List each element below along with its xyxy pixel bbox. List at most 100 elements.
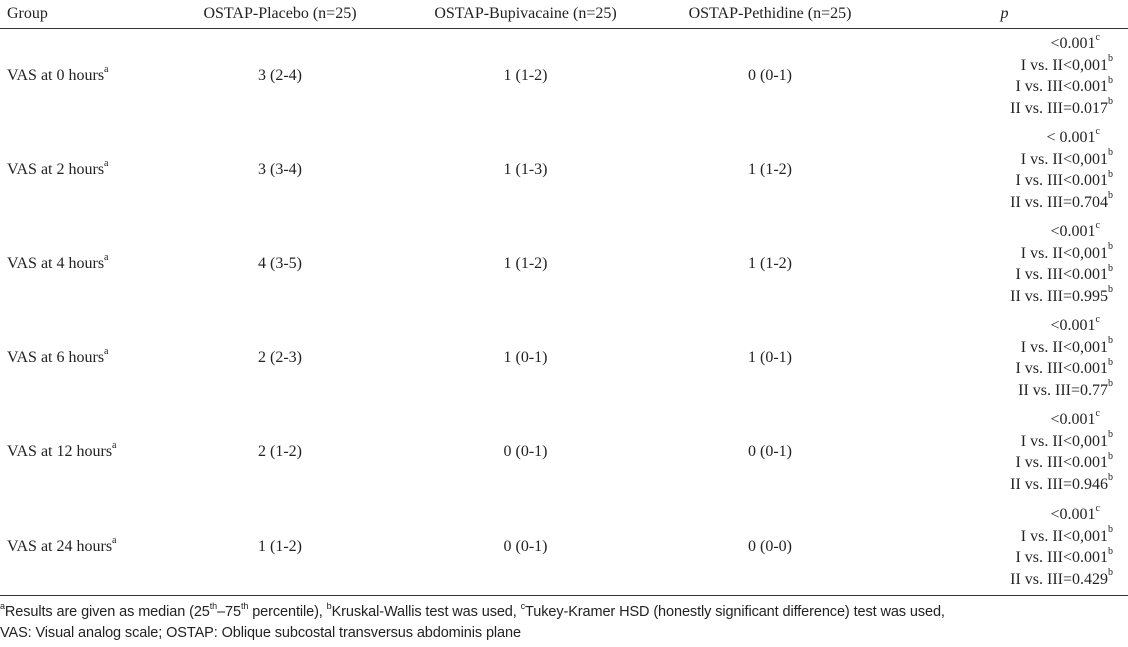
p-value-line: I vs. III<0.001b	[885, 262, 1113, 286]
p-value-sup: b	[1108, 74, 1113, 86]
p-value-sup: b	[1108, 567, 1113, 579]
table-header-row: Group OSTAP-Placebo (n=25) OSTAP-Bupivac…	[0, 0, 1128, 29]
p-value-sup: b	[1108, 262, 1113, 274]
row-label: VAS at 0 hoursa	[0, 29, 168, 124]
cell-p-value: <0.001c I vs. II<0,001b I vs. III<0.001b II…	[881, 499, 1128, 596]
p-value-line: I vs. III<0.001b	[885, 450, 1113, 474]
table-row: VAS at 0 hoursa 3 (2-4) 1 (1-2) 0 (0-1) <0.0…	[0, 29, 1128, 124]
p-value-line: <0.001c	[885, 408, 1113, 431]
p-value-sup: b	[1108, 356, 1113, 368]
cell-bupivacaine: 0 (0-1)	[392, 499, 659, 596]
footnote-line-1: aResults are given as median (25th–75th …	[0, 602, 1128, 623]
cell-pethidine: 0 (0-1)	[748, 443, 792, 460]
p-value-line: II vs. III=0.77b	[885, 379, 1113, 402]
cell-placebo: 1 (1-2)	[168, 499, 392, 596]
p-value-sup: c	[1095, 313, 1100, 325]
footnote-c-text: Tukey-Kramer HSD (honestly significant d…	[525, 604, 945, 620]
p-value-sup: b	[1108, 524, 1113, 536]
p-value-line: <0.001c	[885, 219, 1113, 243]
p-value-text: <0.001	[1050, 223, 1096, 240]
table-row: VAS at 24 hoursa 1 (1-2) 0 (0-1) 0 (0-0) <0.…	[0, 499, 1128, 596]
p-value-sup: b	[1108, 450, 1113, 462]
p-value-sup: b	[1108, 429, 1113, 441]
table-row: VAS at 6 hoursa 2 (2-3) 1 (0-1) 1 (0-1) <0.0…	[0, 311, 1128, 405]
footnote-a-sup-2: th	[240, 601, 249, 612]
footnote-line-2: VAS: Visual analog scale; OSTAP: Oblique…	[0, 625, 521, 641]
p-value-sup: c	[1095, 125, 1100, 137]
vas-scores-table: Group OSTAP-Placebo (n=25) OSTAP-Bupivac…	[0, 0, 1128, 596]
cell-placebo: 2 (1-2)	[258, 443, 302, 460]
cell-placebo: 4 (3-5)	[258, 255, 302, 272]
p-value-sup: b	[1108, 284, 1113, 296]
p-value-text: I vs. II<0,001	[1020, 338, 1108, 356]
p-value-text: II vs. III=0.017	[1010, 99, 1108, 117]
p-value-line: I vs. III<0.001b	[885, 168, 1113, 192]
p-value-text: I vs. III<0.001	[1015, 78, 1108, 95]
cell-p-value: <0.001c I vs. II<0,001b I vs. III<0.001b II…	[881, 29, 1128, 124]
row-label: VAS at 4 hoursa	[0, 217, 168, 311]
p-value-line: I vs. III<0.001b	[885, 74, 1113, 98]
p-value-text: I vs. III<0.001	[1015, 360, 1108, 377]
p-value-line: II vs. III=0.946b	[885, 472, 1113, 496]
row-label: VAS at 24 hoursa	[0, 499, 168, 596]
header-pethidine: OSTAP-Pethidine (n=25)	[659, 0, 881, 29]
cell-p-value: <0.001c I vs. II<0,001b I vs. III<0.001b II…	[881, 405, 1128, 499]
row-label-text: VAS at 24 hours	[7, 538, 113, 555]
cell-p-value: <0.001c I vs. II<0,001b I vs. III<0.001b II…	[881, 311, 1128, 405]
p-value-text: <0.001	[1050, 411, 1096, 428]
p-value-sup: b	[1108, 472, 1113, 484]
footnote-b-text: Kruskal-Wallis test was used,	[331, 604, 521, 620]
cell-placebo: 3 (3-4)	[258, 161, 302, 178]
p-value-line: I vs. II<0,001b	[885, 147, 1113, 171]
row-label-text: VAS at 2 hours	[7, 161, 105, 178]
p-value-line: I vs. II<0,001b	[885, 54, 1113, 77]
row-label-text: VAS at 4 hours	[7, 255, 105, 272]
cell-bupivacaine: 1 (1-2)	[503, 67, 548, 84]
p-value-sup: c	[1095, 219, 1100, 231]
row-label: VAS at 2 hoursa	[0, 123, 168, 217]
cell-pethidine: 1 (1-2)	[748, 255, 792, 272]
row-label-text: VAS at 0 hours	[7, 67, 105, 84]
cell-pethidine: 0 (0-0)	[659, 499, 881, 596]
row-label-sup: a	[104, 157, 109, 169]
p-value-text: II vs. III=0.704	[1010, 193, 1108, 211]
table-footnote: aResults are given as median (25th–75th …	[0, 602, 1128, 644]
p-value-sup: b	[1108, 168, 1113, 180]
p-value-sup: b	[1108, 190, 1113, 202]
row-label-sup: a	[104, 345, 109, 357]
p-value-text: I vs. II<0,001	[1020, 527, 1108, 545]
p-value-line: II vs. III=0.995b	[885, 284, 1113, 308]
cell-placebo: 3 (2-4)	[258, 67, 302, 84]
header-placebo: OSTAP-Placebo (n=25)	[168, 0, 392, 29]
p-value-line: < 0.001c	[885, 125, 1113, 149]
p-value-text: < 0.001	[1046, 129, 1096, 146]
table-body: VAS at 0 hoursa 3 (2-4) 1 (1-2) 0 (0-1) <0.0…	[0, 29, 1128, 596]
p-value-line: I vs. III<0.001b	[885, 546, 1113, 569]
p-value-text: I vs. III<0.001	[1015, 549, 1108, 566]
p-value-text: <0.001	[1050, 506, 1096, 523]
p-value-line: II vs. III=0.429b	[885, 567, 1113, 591]
p-value-line: II vs. III=0.017b	[885, 97, 1113, 120]
p-value-text: I vs. III<0.001	[1015, 454, 1108, 471]
cell-bupivacaine: 1 (1-3)	[503, 161, 548, 178]
p-value-line: II vs. III=0.704b	[885, 190, 1113, 214]
cell-placebo: 2 (2-3)	[258, 349, 302, 366]
footnote-a-text-2: –75	[217, 604, 241, 620]
p-value-text: <0.001	[1050, 35, 1096, 52]
cell-bupivacaine: 1 (0-1)	[503, 349, 548, 366]
p-value-line: <0.001c	[885, 503, 1113, 526]
p-value-text: II vs. III=0.77	[1018, 381, 1108, 399]
cell-p-value: <0.001c I vs. II<0,001b I vs. III<0.001b II…	[881, 217, 1128, 311]
p-value-sup: b	[1108, 147, 1113, 159]
row-label-sup: a	[112, 439, 117, 451]
p-value-text: I vs. II<0,001	[1020, 150, 1108, 168]
p-value-text: <0.001	[1050, 317, 1096, 334]
footnote-a-mark: a	[0, 601, 5, 612]
cell-pethidine: 1 (0-1)	[748, 349, 792, 366]
cell-pethidine: 1 (1-2)	[748, 161, 792, 178]
p-value-text: I vs. III<0.001	[1015, 172, 1108, 189]
p-value-text: II vs. III=0.995	[1010, 287, 1108, 305]
p-value-text: II vs. III=0.946	[1010, 475, 1108, 493]
p-value-text: I vs. II<0,001	[1020, 56, 1108, 74]
